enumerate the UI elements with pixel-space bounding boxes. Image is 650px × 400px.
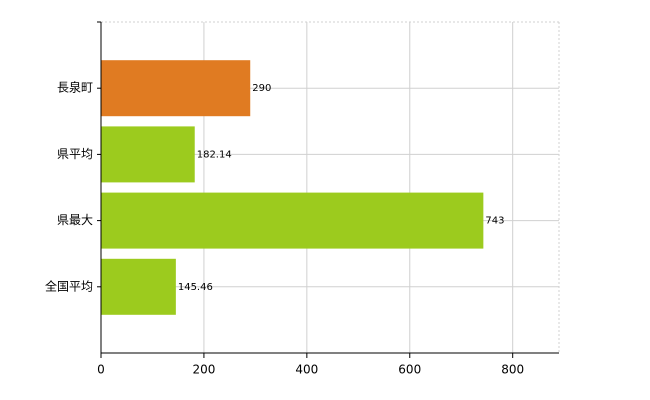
value-label: 743: [485, 216, 504, 227]
y-tick-label: 全国平均: [45, 278, 93, 293]
x-tick-label: 800: [501, 363, 524, 377]
bar: [101, 258, 176, 315]
y-tick-label: 県平均: [57, 147, 93, 161]
y-tick-label: 長泉町: [57, 81, 93, 95]
x-tick-label: 600: [398, 363, 421, 377]
y-tick-label: 県最大: [57, 213, 93, 227]
bar: [101, 192, 484, 249]
value-label: 182.14: [197, 149, 232, 160]
x-tick-label: 400: [295, 363, 318, 377]
x-tick-label: 200: [192, 363, 215, 377]
value-label: 290: [252, 83, 271, 94]
bar: [101, 60, 251, 117]
value-label: 145.46: [178, 282, 213, 293]
x-tick-label: 0: [97, 363, 105, 377]
bar: [101, 126, 195, 183]
